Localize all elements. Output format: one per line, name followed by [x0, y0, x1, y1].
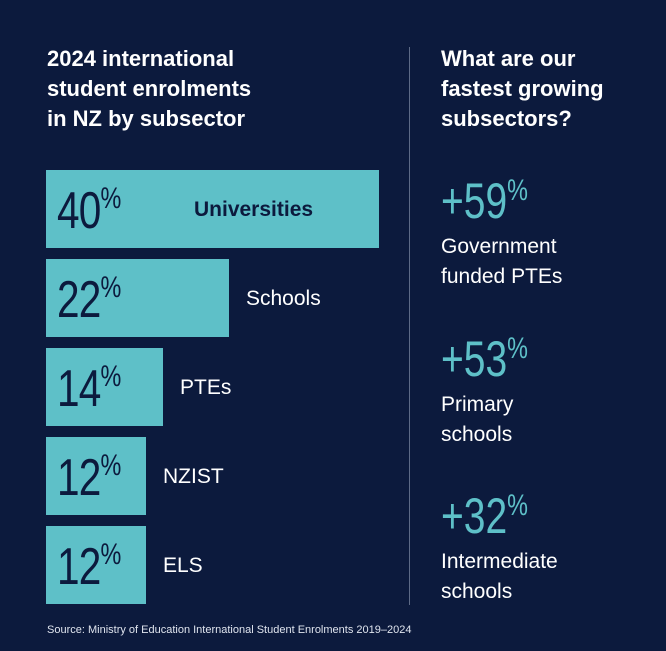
chart-title: 2024 international student enrolments in… [47, 44, 347, 134]
bar-value-label: 22% [57, 271, 121, 329]
bar-category-label: Universities [194, 198, 314, 221]
chart-title-line: in NZ by subsector [47, 106, 246, 131]
growth-item-government-ptes: +59% Government funded PTEs [441, 176, 661, 292]
growth-title-line: fastest growing [441, 76, 604, 101]
bar-category-label: PTEs [180, 376, 232, 399]
growth-title-line: What are our [441, 46, 576, 71]
growth-title: What are our fastest growing subsectors? [441, 44, 656, 134]
bar-nzist [46, 437, 146, 515]
bar-universities [46, 170, 379, 248]
growth-label: Primary schools [441, 393, 514, 446]
growth-value: +32% [441, 488, 528, 544]
bar-category-label: Schools [246, 287, 321, 310]
growth-title-line: subsectors? [441, 106, 572, 131]
bar-category-label: ELS [163, 554, 203, 577]
growth-item-intermediate-schools: +32% Intermediate schools [441, 491, 661, 607]
bar-value-label: 14% [57, 360, 121, 418]
growth-value: +59% [441, 173, 528, 229]
bar-schools [46, 259, 229, 337]
chart-title-line: 2024 international [47, 46, 235, 71]
growth-item-primary-schools: +53% Primary schools [441, 334, 661, 450]
bar-value-label: 40% [57, 182, 121, 240]
growth-label: Government funded PTEs [441, 235, 563, 288]
bar-els [46, 526, 146, 604]
bar-value-label: 12% [57, 449, 121, 507]
source-note: Source: Ministry of Education Internatio… [47, 624, 412, 636]
column-divider [409, 47, 410, 605]
bar-chart: 40% Universities 22% Schools 14% PTEs 12% NZIST… [46, 170, 379, 604]
growth-label: Intermediate schools [441, 550, 558, 603]
growth-value: +53% [441, 331, 528, 387]
bar-value-label: 12% [57, 538, 121, 596]
chart-title-line: student enrolments [47, 76, 252, 101]
bar-ptes [46, 348, 163, 426]
bar-category-label: NZIST [163, 465, 224, 488]
